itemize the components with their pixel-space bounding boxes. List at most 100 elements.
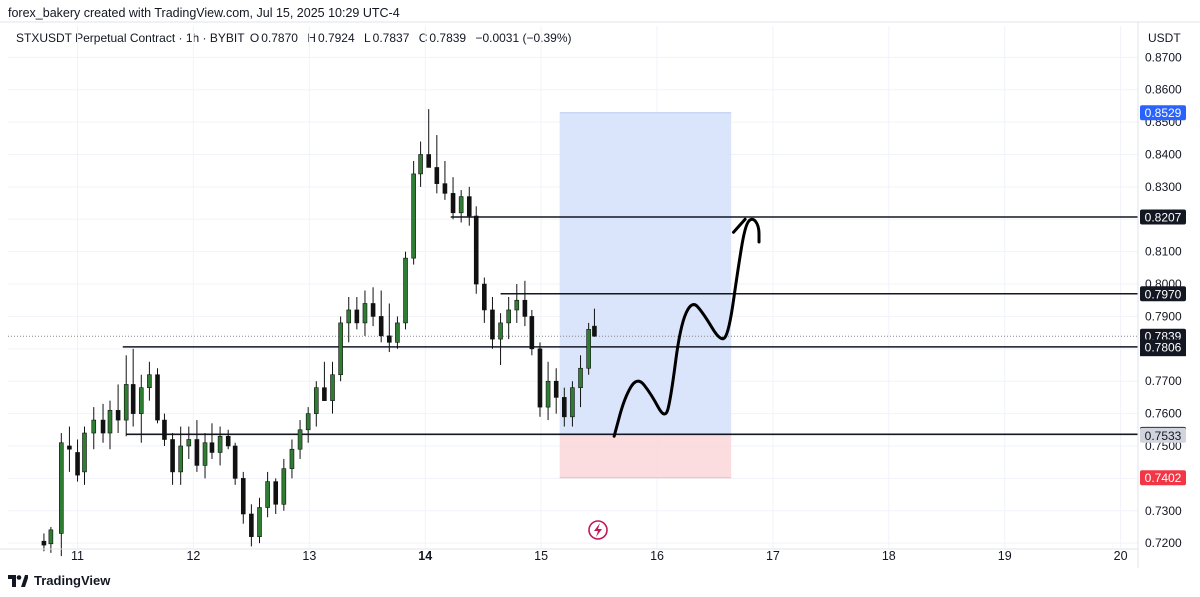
y-tick-label: 0.8400: [1145, 147, 1182, 161]
candle-body: [322, 387, 327, 401]
candle-body: [273, 481, 279, 505]
price-tag: 0.7402: [1140, 470, 1186, 486]
x-tick-label: 11: [71, 549, 84, 563]
candle-body: [346, 309, 352, 324]
candle-body: [130, 384, 136, 414]
price-tag-label: 0.7533: [1145, 429, 1182, 443]
price-tag-label: 0.8529: [1145, 106, 1182, 120]
flash-event-icon[interactable]: [588, 520, 608, 540]
candle: [100, 403, 106, 443]
symbol-legend: STXUSDT Perpetual Contract · 1h · BYBIT …: [16, 31, 574, 45]
candle: [322, 361, 327, 401]
candle-body: [249, 513, 254, 537]
candle-body: [378, 316, 384, 337]
open-label: O: [249, 31, 260, 45]
candle-body: [67, 445, 72, 450]
candle: [537, 342, 543, 417]
candle: [147, 361, 152, 401]
open-value: 0.7870: [261, 31, 298, 45]
candle: [473, 206, 479, 294]
candle: [194, 420, 200, 472]
candle-body: [545, 380, 551, 408]
candle: [592, 308, 597, 337]
price-tag: 0.7970: [1140, 286, 1186, 302]
candle: [354, 297, 360, 330]
candle-body: [186, 439, 192, 447]
candle: [257, 497, 262, 544]
candle: [458, 190, 464, 223]
candle-body: [330, 374, 335, 401]
candle-body: [562, 397, 567, 418]
candle: [82, 426, 87, 485]
candle: [178, 426, 183, 485]
tradingview-icon: [8, 574, 28, 587]
candle: [411, 160, 416, 265]
candle: [297, 420, 303, 459]
close-label: C: [418, 31, 428, 45]
y-tick-label: 0.7600: [1145, 407, 1182, 421]
price-tag-bg: [1140, 209, 1186, 225]
price-tag-label: 0.7402: [1145, 471, 1182, 485]
price-tag-bg: [1140, 105, 1186, 121]
candle: [387, 303, 392, 353]
candle: [115, 384, 121, 434]
candle-body: [240, 478, 246, 515]
x-tick-label: 12: [186, 549, 200, 563]
freehand-drawing: [612, 217, 761, 438]
loss-zone: [559, 434, 732, 478]
candle-body: [370, 303, 376, 317]
candle: [514, 284, 520, 323]
price-tag-bg: [1140, 286, 1186, 302]
price-tag-bg: [1140, 427, 1186, 443]
candle: [434, 135, 440, 194]
candle: [403, 251, 408, 330]
candle: [482, 277, 487, 323]
candle-body: [48, 529, 54, 545]
candle: [305, 407, 311, 443]
high-label: H: [307, 31, 316, 45]
candle-body: [41, 540, 47, 546]
candle: [281, 458, 287, 511]
price-tag: 0.8207: [1140, 209, 1186, 225]
y-tick-label: 0.7700: [1145, 374, 1182, 388]
candle: [330, 361, 335, 414]
candle: [442, 160, 448, 200]
chart-grid: [8, 26, 1138, 548]
candle: [418, 141, 423, 187]
candle: [162, 413, 167, 446]
price-tag-label: 0.8207: [1145, 211, 1182, 225]
candle-body: [522, 299, 528, 317]
candle-body: [338, 322, 343, 376]
candle-body: [297, 429, 303, 450]
candle-body: [387, 335, 392, 343]
candle: [553, 368, 559, 414]
y-tick-label: 0.7200: [1145, 536, 1182, 550]
tradingview-brand: TradingView: [34, 573, 111, 588]
candle: [289, 439, 295, 479]
candle: [67, 426, 72, 472]
candle-body: [202, 442, 208, 466]
candle: [107, 400, 113, 450]
candle: [155, 368, 160, 424]
candle-body: [123, 384, 129, 421]
tradingview-logo[interactable]: TradingView: [8, 573, 110, 588]
y-tick-label: 0.7300: [1145, 504, 1182, 518]
x-tick-label: 13: [302, 549, 316, 563]
candle-body: [313, 387, 319, 414]
candle-body: [155, 374, 160, 421]
candle: [466, 186, 472, 226]
currency-label[interactable]: USDT: [1148, 31, 1181, 45]
candle: [522, 280, 528, 327]
candle-body: [147, 374, 152, 388]
candle-body: [442, 183, 448, 194]
candle-body: [466, 196, 472, 217]
candle: [362, 290, 368, 336]
symbol-title[interactable]: STXUSDT Perpetual Contract · 1h · BYBIT: [16, 31, 245, 45]
price-tag-bg: [1140, 470, 1186, 486]
candle-body: [170, 439, 175, 473]
candle: [545, 361, 551, 421]
candle-body: [578, 367, 583, 388]
horizontal-levels: [8, 216, 1138, 436]
candle: [91, 407, 97, 450]
